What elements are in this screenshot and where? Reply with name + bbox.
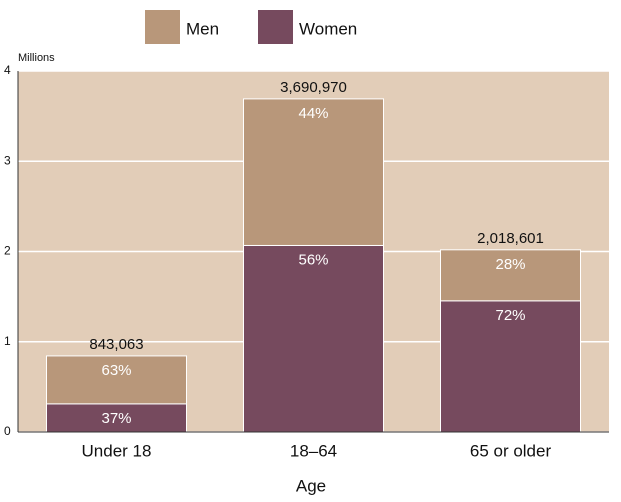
total-label: 2,018,601 [477,230,544,247]
y-tick-label: 4 [4,63,11,77]
value-label: 37% [101,410,131,427]
bar-segment [46,403,187,433]
legend-swatch [145,10,180,44]
x-tick-label: 65 or older [470,441,552,460]
y-tick-label: 2 [4,244,11,258]
bar-segment [46,355,187,405]
legend-label: Women [299,19,357,38]
y-tick-label: 3 [4,153,11,167]
value-label: 72% [495,307,525,324]
total-label: 3,690,970 [280,79,347,96]
y-axis-label: Millions [18,52,55,64]
bar-segment [243,244,384,433]
value-label: 56% [298,251,328,268]
bar-segment [243,98,384,246]
x-tick-label: 18–64 [290,441,337,460]
value-label: 28% [495,256,525,273]
value-label: 63% [101,362,131,379]
x-tick-label: Under 18 [82,441,152,460]
value-label: 44% [298,105,328,122]
y-tick-label: 0 [4,424,11,438]
total-label: 843,063 [89,336,143,353]
y-tick-label: 1 [4,334,11,348]
legend-label: Men [186,19,219,38]
bar-segment [440,249,581,302]
x-axis-label: Age [296,476,326,495]
legend-swatch [258,10,293,44]
